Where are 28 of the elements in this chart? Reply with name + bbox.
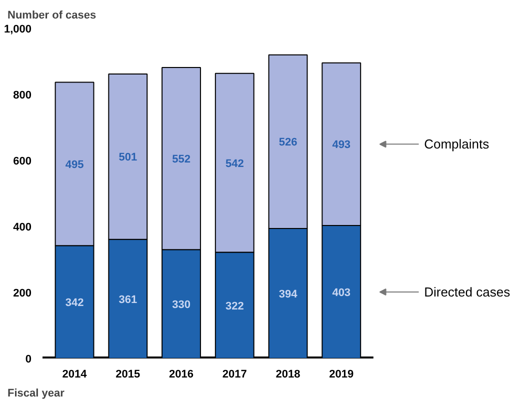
y-tick-label: 0 (25, 354, 32, 366)
data-label: 342 (65, 297, 84, 310)
text: Directed cases (424, 284, 511, 300)
data-label: 542 (225, 158, 244, 170)
data-label: 361 (118, 294, 138, 306)
x-axis-title: Fiscal year (8, 388, 66, 400)
text: Complaints (424, 136, 490, 152)
data-label: 501 (118, 152, 138, 164)
y-tick-label: 400 (13, 222, 32, 234)
data-label: 526 (278, 136, 298, 149)
x-tick-label: 2018 (276, 368, 300, 380)
x-tick-label: 2016 (169, 368, 194, 380)
y-tick-label: 800 (13, 90, 32, 102)
data-label: 493 (332, 139, 351, 152)
data-label: 322 (225, 300, 244, 312)
data-label: 495 (65, 158, 84, 171)
y-tick-label: 1,000 (4, 24, 32, 36)
x-tick-label: 2014 (62, 368, 88, 380)
y-axis-title: Number of cases (8, 10, 96, 22)
x-tick-label: 2017 (222, 368, 247, 380)
y-tick-label: 600 (13, 156, 32, 168)
x-tick-label: 2019 (329, 368, 354, 380)
data-label: 403 (332, 287, 351, 300)
data-label: 394 (278, 288, 298, 300)
x-tick-label: 2015 (116, 368, 140, 380)
data-label: 330 (172, 299, 190, 312)
data-label: 552 (172, 154, 190, 166)
y-tick-label: 200 (13, 288, 32, 300)
